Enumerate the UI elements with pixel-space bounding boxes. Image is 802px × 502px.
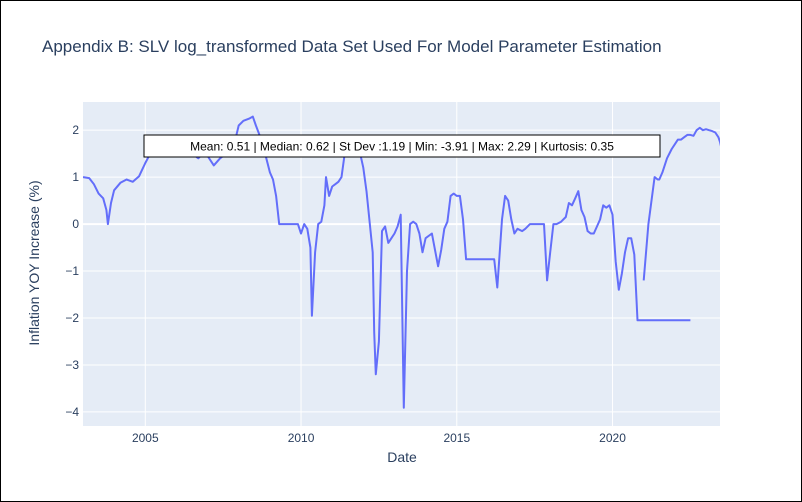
y-tick-label: −4 xyxy=(65,405,79,419)
x-tick-label: 2020 xyxy=(599,431,626,445)
x-tick-label: 2010 xyxy=(288,431,315,445)
stats-annotation: Mean: 0.51 | Median: 0.62 | St Dev :1.19… xyxy=(143,134,661,158)
stats-annotation-box xyxy=(143,134,661,158)
chart-title: Appendix B: SLV log_transformed Data Set… xyxy=(42,37,662,56)
y-tick-label: −1 xyxy=(65,264,79,278)
y-tick-label: −2 xyxy=(65,311,79,325)
stats-annotation-text: Mean: 0.51 | Median: 0.62 | St Dev :1.19… xyxy=(190,140,614,154)
y-tick-label: −3 xyxy=(65,358,79,372)
x-axis-title: Date xyxy=(387,449,417,465)
axis-ticks: 2005 2010 2015 2020 −4 −3 −2 −1 0 1 2 xyxy=(65,123,626,445)
series-line-segment-2 xyxy=(642,126,720,281)
y-tick-label: 0 xyxy=(72,217,79,231)
x-tick-label: 2015 xyxy=(443,431,470,445)
y-tick-label: 1 xyxy=(72,170,79,184)
y-tick-label: 2 xyxy=(72,123,79,137)
y-axis-title: Inflation YOY Increase (%) xyxy=(26,180,42,345)
x-tick-label: 2005 xyxy=(132,431,159,445)
